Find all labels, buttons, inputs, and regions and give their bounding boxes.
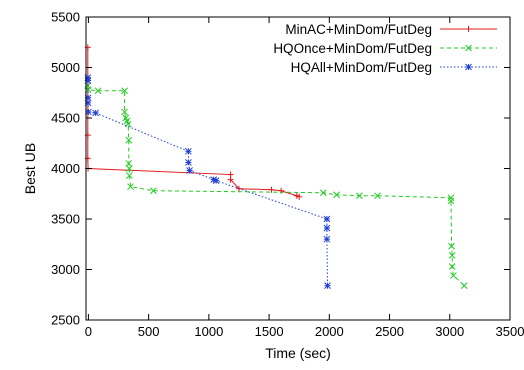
series-1 bbox=[84, 44, 303, 200]
series-point bbox=[227, 171, 234, 178]
series-point bbox=[447, 197, 455, 205]
series-point bbox=[460, 282, 468, 290]
y-tick-label: 4500 bbox=[51, 111, 80, 126]
series-line bbox=[87, 85, 465, 287]
series-3 bbox=[84, 74, 331, 290]
legend-label: HQAll+MinDom/FutDeg bbox=[291, 60, 432, 75]
y-tick-label: 3500 bbox=[51, 212, 80, 227]
series-point bbox=[324, 282, 331, 290]
series-point bbox=[125, 136, 133, 144]
legend-swatch-marker bbox=[465, 26, 472, 32]
x-tick-label: 2500 bbox=[375, 324, 404, 339]
legend-entry: HQAll+MinDom/FutDeg bbox=[291, 60, 497, 75]
x-axis-label: Time (sec) bbox=[265, 345, 331, 361]
series-point bbox=[278, 187, 285, 194]
series-point bbox=[126, 172, 133, 179]
legend-label: MinAC+MinDom/FutDeg bbox=[285, 22, 432, 37]
x-tick-label: 0 bbox=[85, 324, 92, 339]
y-tick-label: 3000 bbox=[51, 262, 80, 277]
y-tick-label: 2500 bbox=[51, 313, 80, 328]
series-point bbox=[356, 192, 363, 200]
series-point bbox=[323, 224, 331, 232]
x-tick-label: 1000 bbox=[194, 324, 223, 339]
series-point bbox=[94, 87, 102, 95]
series-point bbox=[126, 165, 133, 172]
series-point bbox=[185, 159, 192, 166]
series-point bbox=[333, 191, 340, 199]
x-tick-label: 3500 bbox=[496, 324, 524, 339]
x-tick-label: 3000 bbox=[435, 324, 464, 339]
x-tick-label: 500 bbox=[138, 324, 160, 339]
legend: MinAC+MinDom/FutDeg HQOnce+MinDom/FutDeg H… bbox=[273, 22, 497, 75]
axis-ticks-layer: 0 500 1000 1500 2000 2500 3000 3500 2500 3000 3500… bbox=[51, 10, 524, 340]
series-point bbox=[121, 87, 128, 95]
series-2 bbox=[84, 82, 468, 290]
legend-entry: MinAC+MinDom/FutDeg bbox=[285, 22, 497, 37]
series-point bbox=[448, 242, 455, 250]
y-tick-label: 5500 bbox=[51, 10, 80, 25]
series-point bbox=[186, 167, 193, 174]
legend-swatch-marker bbox=[465, 63, 472, 71]
plot-series-layer bbox=[84, 44, 468, 290]
series-point bbox=[212, 177, 220, 184]
series-line bbox=[87, 47, 300, 198]
series-point bbox=[448, 252, 456, 259]
y-tick-label: 5000 bbox=[51, 60, 80, 75]
series-point bbox=[323, 235, 331, 243]
y-axis-label: Best UB bbox=[22, 143, 38, 194]
series-point bbox=[319, 189, 327, 197]
legend-label: HQOnce+MinDom/FutDeg bbox=[273, 41, 432, 56]
x-tick-label: 2000 bbox=[315, 324, 344, 339]
legend-entry: HQOnce+MinDom/FutDeg bbox=[273, 41, 497, 56]
series-point bbox=[185, 147, 192, 155]
series-point bbox=[127, 183, 134, 191]
series-point bbox=[447, 194, 455, 202]
series-point bbox=[121, 108, 128, 116]
series-point bbox=[448, 263, 456, 270]
series-point bbox=[150, 187, 157, 195]
series-point bbox=[227, 176, 234, 183]
x-tick-label: 1500 bbox=[255, 324, 284, 339]
y-tick-label: 4000 bbox=[51, 161, 80, 176]
series-point bbox=[296, 193, 303, 200]
legend-swatch-marker bbox=[465, 44, 472, 52]
series-point bbox=[323, 215, 331, 223]
series-point bbox=[268, 186, 275, 193]
series-point bbox=[450, 272, 457, 279]
series-line bbox=[87, 77, 329, 286]
series-point bbox=[92, 109, 99, 117]
series-point bbox=[374, 192, 381, 200]
